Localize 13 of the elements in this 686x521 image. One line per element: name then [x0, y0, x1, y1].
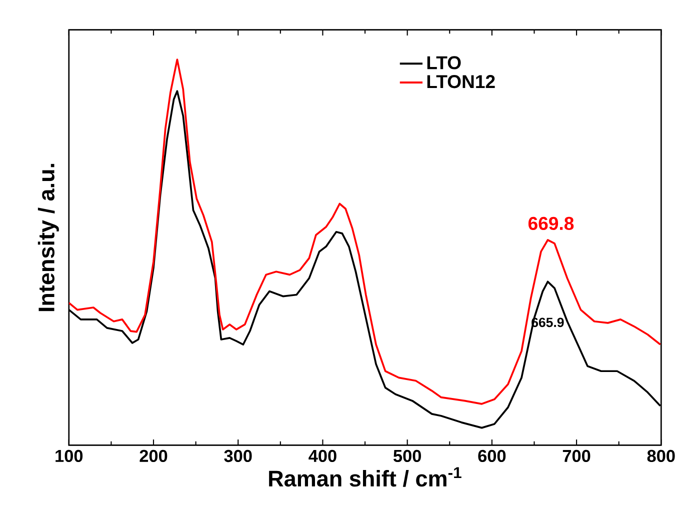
- x-tick-label: 700: [562, 450, 590, 462]
- x-tick-label: 500: [394, 450, 421, 462]
- legend-label: LTON12: [427, 75, 495, 88]
- y-axis-title: Intensity / a.u.: [38, 164, 59, 312]
- x-tick-label: 400: [308, 450, 336, 462]
- x-tick-label: 800: [647, 450, 675, 462]
- legend-label: LTO: [427, 56, 461, 70]
- x-axis-title: Raman shift / cm$^{-1}$: [269, 467, 462, 487]
- x-tick-label: 200: [140, 450, 168, 462]
- x-tick-label: 100: [56, 450, 83, 462]
- annotation: 669.8: [528, 217, 574, 230]
- x-tick-label: 600: [478, 450, 506, 462]
- x-tick-label: 300: [224, 450, 252, 462]
